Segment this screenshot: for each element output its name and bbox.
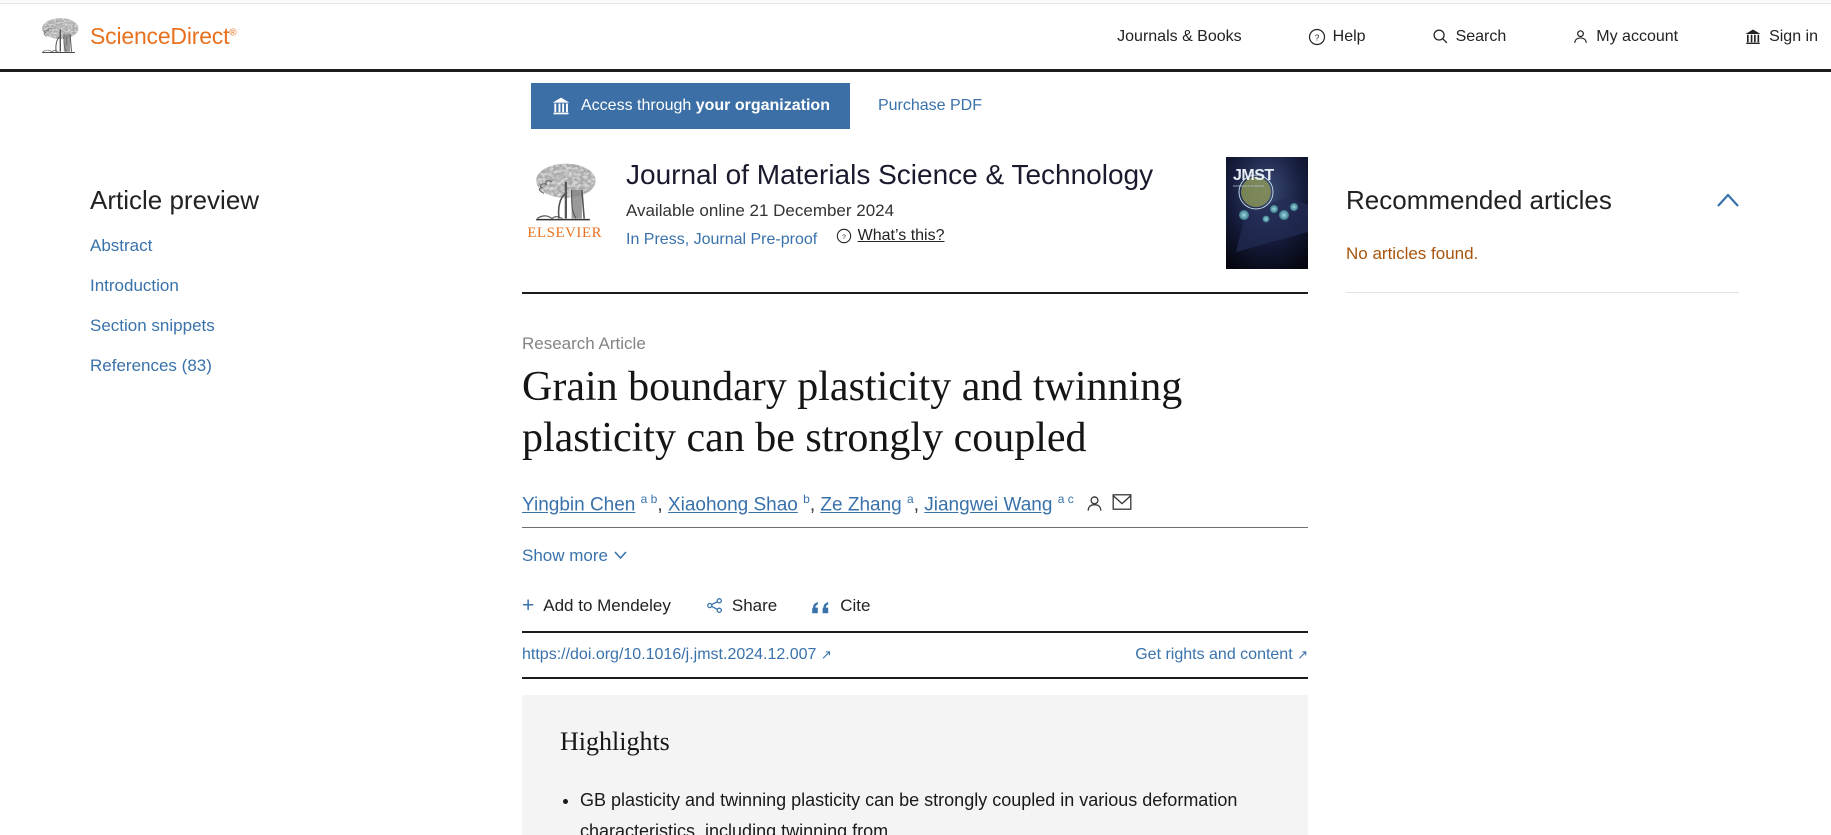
svg-text:JMST: JMST: [1233, 167, 1274, 184]
svg-text:MATERIALS SCIENCE: MATERIALS SCIENCE: [1233, 184, 1264, 188]
svg-text:?: ?: [1314, 33, 1319, 42]
svg-text:?: ?: [842, 234, 846, 241]
svg-text:ELSEVIER: ELSEVIER: [527, 225, 602, 241]
